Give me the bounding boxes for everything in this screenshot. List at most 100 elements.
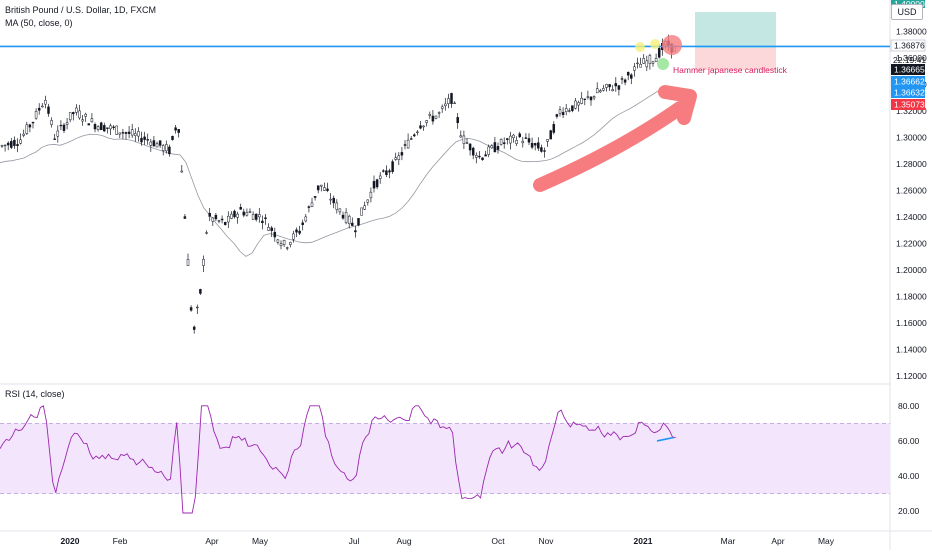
highlight-circle[interactable] xyxy=(662,35,682,55)
candle-body xyxy=(540,147,543,152)
candle-body xyxy=(444,103,447,107)
candle-body xyxy=(462,135,466,144)
candle xyxy=(19,133,22,145)
time-tick-label: Oct xyxy=(491,536,505,546)
yellow-marker[interactable] xyxy=(650,39,660,49)
candle xyxy=(419,121,422,130)
candle xyxy=(10,138,13,150)
candle-body xyxy=(239,207,242,210)
stop-loss-zone[interactable] xyxy=(695,48,776,70)
candle xyxy=(282,239,286,248)
time-tick-label: Apr xyxy=(205,536,218,546)
candle-body xyxy=(338,208,342,213)
candle-body xyxy=(490,145,494,149)
candle xyxy=(543,147,546,158)
candle xyxy=(459,130,463,138)
candle xyxy=(341,211,345,220)
trend-arrow[interactable] xyxy=(533,101,687,192)
candle xyxy=(72,111,75,121)
candle xyxy=(199,288,202,295)
price-tick-label: 1.18000 xyxy=(896,292,927,302)
candle xyxy=(152,136,156,148)
candle xyxy=(192,325,196,334)
ma-legend[interactable]: MA (50, close, 0) xyxy=(5,18,73,28)
candle xyxy=(626,71,630,81)
candle-body xyxy=(478,155,481,158)
candle-body xyxy=(391,161,394,172)
candle xyxy=(332,195,335,209)
candle-body xyxy=(363,205,366,210)
rsi-trendline[interactable] xyxy=(656,436,675,442)
candle-body xyxy=(289,242,292,245)
candle xyxy=(499,138,503,146)
candle-body xyxy=(558,109,562,114)
candle xyxy=(186,253,190,266)
candle xyxy=(93,122,97,133)
candle xyxy=(444,97,447,111)
candle-body xyxy=(555,114,559,117)
yellow-marker[interactable] xyxy=(635,42,645,52)
candle xyxy=(651,60,655,67)
price-tick-label: 1.30000 xyxy=(896,133,927,143)
candle-body xyxy=(599,90,602,93)
currency-button[interactable]: USD xyxy=(891,4,923,20)
candle xyxy=(645,55,649,72)
rsi-line[interactable] xyxy=(0,405,676,514)
candle xyxy=(59,120,63,131)
candle xyxy=(165,140,168,154)
candle-body xyxy=(202,259,205,266)
candle-body xyxy=(205,232,208,234)
price-tag-line xyxy=(891,87,925,98)
candle xyxy=(140,131,143,146)
candle-body xyxy=(378,175,382,179)
hammer-circle[interactable] xyxy=(657,58,669,70)
candle-body xyxy=(552,124,556,133)
candle xyxy=(177,128,180,138)
candle-body xyxy=(258,214,261,218)
candle-body xyxy=(251,214,255,220)
time-tick-label: Aug xyxy=(396,536,411,546)
candle-body xyxy=(335,202,339,210)
profit-zone[interactable] xyxy=(695,12,776,48)
candle-body xyxy=(360,207,363,216)
candle-body xyxy=(99,122,103,130)
candle-body xyxy=(620,78,624,80)
candle-body xyxy=(44,100,47,105)
candle-body xyxy=(422,125,425,128)
price-tag-line xyxy=(891,76,925,87)
candle-body xyxy=(192,326,196,330)
candle-body xyxy=(431,115,435,122)
candle-body xyxy=(450,93,453,104)
candle xyxy=(41,103,44,108)
candle xyxy=(512,133,515,143)
candle-body xyxy=(453,102,456,105)
candle-body xyxy=(428,113,432,116)
candle-body xyxy=(22,133,25,136)
hammer-annotation[interactable]: Hammer japanese candlestick xyxy=(673,65,788,75)
candle-body xyxy=(174,127,177,131)
candle xyxy=(202,255,205,272)
candle-body xyxy=(47,106,50,114)
candle xyxy=(62,122,66,133)
rsi-legend[interactable]: RSI (14, close) xyxy=(5,389,65,399)
candle-body xyxy=(326,188,329,191)
candle xyxy=(347,214,351,229)
candle-body xyxy=(382,170,385,172)
candle-body xyxy=(633,66,636,71)
candle xyxy=(127,125,131,139)
trend-arrow-head[interactable] xyxy=(658,85,697,125)
candle xyxy=(279,240,283,250)
price-tick-label: 1.22000 xyxy=(896,239,927,249)
candle-body xyxy=(654,57,658,62)
candle-body xyxy=(456,117,459,123)
price-tick-label: 1.12000 xyxy=(896,371,927,381)
ma-line[interactable] xyxy=(0,85,667,257)
candle-body xyxy=(524,137,528,139)
candle-body xyxy=(62,124,66,131)
candle xyxy=(47,103,50,117)
candle-body xyxy=(375,179,379,188)
candle xyxy=(158,140,162,148)
candle xyxy=(580,92,583,105)
